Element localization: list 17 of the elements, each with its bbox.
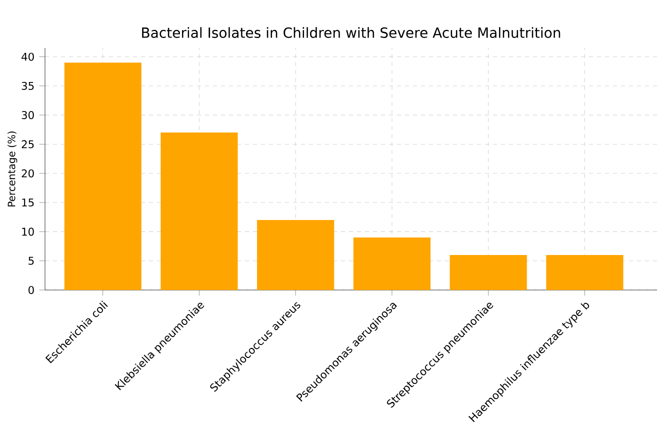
y-tick-label: 30 [22, 111, 34, 120]
y-tick-label: 10 [22, 228, 34, 236]
y-tick-label: 0 [28, 286, 34, 294]
y-axis-title: Percentage (%) [8, 132, 18, 206]
bar [257, 220, 334, 290]
y-tick-label: 5 [28, 256, 34, 265]
bar [353, 238, 431, 290]
y-tick-label: 35 [22, 82, 34, 90]
y-tick-label: 20 [22, 169, 34, 178]
y-tick-label: 40 [22, 52, 34, 61]
y-tick-label: 25 [22, 140, 34, 148]
bar [64, 62, 142, 290]
bar [160, 132, 238, 290]
chart-title: Bacterial Isolates in Children with Severe Acute Malnutrition [142, 27, 560, 38]
y-tick-label: 15 [22, 198, 34, 206]
bar [546, 255, 624, 290]
bar [450, 255, 527, 290]
